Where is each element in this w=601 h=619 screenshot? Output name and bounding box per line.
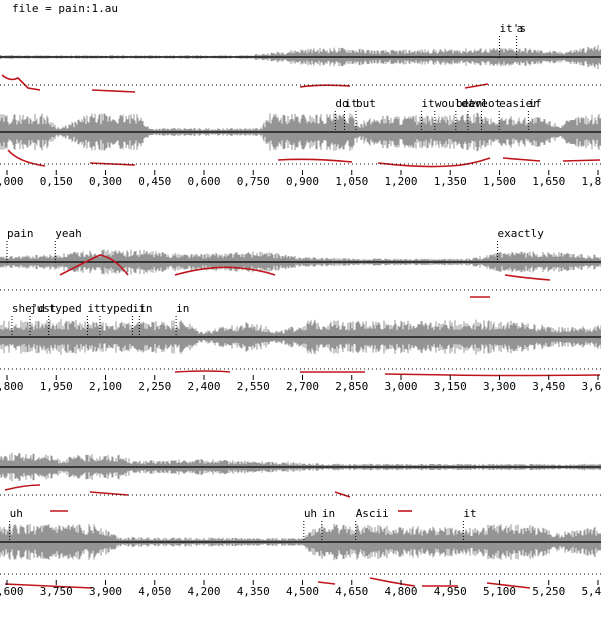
word-row-2-lower-7: in	[176, 302, 189, 315]
pitch-track-row-3-channel-2-4	[486, 582, 531, 589]
word-row-2-upper-0: pain	[7, 227, 34, 240]
tick-label-row-3-0: 3,600	[0, 585, 24, 598]
pitch-track-row-1-channel-2-5	[562, 159, 601, 162]
tick-label-row-1-6: 0,900	[286, 175, 319, 188]
file-label: file = pain:1.au	[12, 2, 118, 15]
tick-label-row-2-3: 2,250	[138, 380, 171, 393]
word-row-1-lower-0: do	[335, 97, 348, 110]
pitch-track-row-1-channel-1-1	[91, 89, 136, 93]
tick-label-row-2-11: 3,450	[532, 380, 565, 393]
tick-label-row-3-4: 4,200	[187, 585, 220, 598]
tick-label-row-1-10: 1,500	[483, 175, 516, 188]
word-row-1-upper-1: a	[517, 22, 524, 35]
pitch-track-row-1-channel-1-2	[299, 84, 351, 88]
word-row-2-lower-5: it	[132, 302, 145, 315]
word-row-1-lower-9: if	[528, 97, 541, 110]
tick-label-row-1-4: 0,600	[187, 175, 220, 188]
waveform-rows: it'sadoitbutitwould'vebeenaloteasierif0,…	[0, 22, 601, 598]
tick-label-row-2-2: 2,100	[89, 380, 122, 393]
tick-label-row-2-8: 3,000	[384, 380, 417, 393]
tick-label-row-1-9: 1,350	[434, 175, 467, 188]
tick-label-row-1-11: 1,650	[532, 175, 565, 188]
pitch-track-row-3-channel-1-1	[89, 491, 129, 496]
word-row-3-lower-1: uh	[304, 507, 317, 520]
tick-label-row-3-8: 4,800	[384, 585, 417, 598]
word-row-1-lower-8: easier	[499, 97, 539, 110]
pitch-track-row-1-channel-2-3	[377, 157, 491, 168]
pitch-track-row-3-channel-2-2	[369, 577, 416, 587]
pitch-track-row-2-channel-1-1	[174, 266, 276, 276]
tick-label-row-2-10: 3,300	[483, 380, 516, 393]
word-row-1-lower-3: it	[421, 97, 434, 110]
word-row-1-lower-2: but	[356, 97, 376, 110]
word-row-2-lower-6: in	[139, 302, 152, 315]
word-row-1-lower-5: been	[456, 97, 483, 110]
tick-label-row-1-2: 0,300	[89, 175, 122, 188]
word-row-2-lower-3: it	[87, 302, 100, 315]
pitch-track-row-1-channel-1-0	[1, 74, 41, 91]
pitch-track-row-3-channel-2-0	[4, 583, 93, 589]
tick-label-row-3-6: 4,500	[286, 585, 319, 598]
word-row-3-lower-0: uh	[10, 507, 23, 520]
word-row-1-upper-0: it's	[500, 22, 527, 35]
tick-label-row-3-7: 4,650	[335, 585, 368, 598]
tick-label-row-1-3: 0,450	[138, 175, 171, 188]
tick-label-row-1-5: 0,750	[237, 175, 270, 188]
tick-label-row-2-4: 2,400	[187, 380, 220, 393]
tick-label-row-3-9: 4,950	[434, 585, 467, 598]
tick-label-row-2-7: 2,850	[335, 380, 368, 393]
tick-label-row-2-12: 3,600	[581, 380, 601, 393]
pitch-track-row-2-channel-1-0	[59, 254, 129, 276]
tick-label-row-1-7: 1,050	[335, 175, 368, 188]
word-row-2-lower-2: typed	[49, 302, 82, 315]
tick-label-row-1-8: 1,200	[384, 175, 417, 188]
pitch-track-row-3-channel-1-0	[4, 484, 41, 491]
tick-label-row-3-1: 3,750	[40, 585, 73, 598]
pitch-track-row-1-channel-2-4	[502, 157, 541, 162]
tick-label-row-2-5: 2,550	[237, 380, 270, 393]
tick-label-row-3-5: 4,350	[237, 585, 270, 598]
pitch-track-row-1-channel-2-0	[7, 149, 46, 167]
tick-label-row-2-9: 3,150	[434, 380, 467, 393]
pitch-track-row-2-channel-2-2	[384, 373, 601, 377]
pitch-track-row-2-channel-1-3	[504, 274, 551, 281]
word-row-1-lower-1: it	[345, 97, 358, 110]
word-row-1-lower-6: a	[468, 97, 475, 110]
pitch-track-row-1-channel-2-2	[277, 158, 353, 163]
tick-label-row-3-2: 3,900	[89, 585, 122, 598]
tick-label-row-3-3: 4,050	[138, 585, 171, 598]
word-row-3-lower-3: Ascii	[356, 507, 389, 520]
tick-label-row-3-11: 5,250	[532, 585, 565, 598]
word-row-3-lower-2: in	[322, 507, 335, 520]
tick-label-row-2-0: 1,800	[0, 380, 24, 393]
pitch-track-row-3-channel-2-1	[317, 581, 336, 585]
word-row-2-lower-1: just	[30, 302, 57, 315]
pitch-track-row-2-channel-2-0	[174, 370, 231, 373]
tick-label-row-1-0: 0,000	[0, 175, 24, 188]
word-row-2-lower-0: she'd	[12, 302, 45, 315]
tick-label-row-3-12: 5,400	[581, 585, 601, 598]
pitch-track-row-3-channel-1-3	[334, 491, 351, 498]
word-row-2-upper-2: exactly	[498, 227, 545, 240]
word-row-3-lower-4: it	[463, 507, 476, 520]
tick-label-row-1-1: 0,150	[40, 175, 73, 188]
tick-label-row-1-12: 1,800	[581, 175, 601, 188]
word-row-1-lower-4: would've	[435, 97, 488, 110]
word-row-1-lower-7: lot	[481, 97, 501, 110]
tick-label-row-2-1: 1,950	[40, 380, 73, 393]
tick-label-row-3-10: 5,100	[483, 585, 516, 598]
word-row-2-upper-1: yeah	[55, 227, 82, 240]
word-row-2-lower-4: typed	[100, 302, 133, 315]
tick-label-row-2-6: 2,700	[286, 380, 319, 393]
